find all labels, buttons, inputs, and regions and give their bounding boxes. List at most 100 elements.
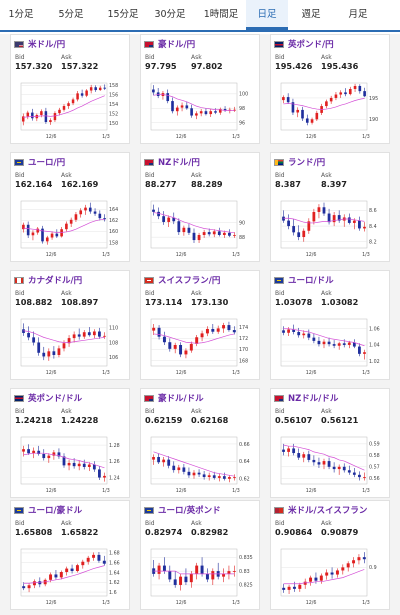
candle	[173, 344, 177, 349]
flag-nz-icon	[274, 394, 284, 402]
candlestick-chart[interactable]: 110 108 106 12/6 1/3	[17, 316, 125, 376]
candlestick-chart[interactable]: 158 156 154 152 150 12/6 1/3	[17, 80, 125, 140]
currency-pair-link[interactable]: 米ドル/円	[28, 40, 66, 50]
currency-pair-link[interactable]: NZドル/ドル	[288, 394, 339, 404]
x-tick-label: 12/6	[46, 252, 57, 258]
currency-pair-link[interactable]: 英ポンド/ドル	[28, 394, 83, 404]
candlestick-chart[interactable]: 0.59 0.58 0.57 0.56 12/6 1/3	[277, 434, 385, 494]
candle	[182, 227, 186, 233]
currency-card[interactable]: NZドル/ドル Bid Ask 0.56107 0.56121 0.59 0.58 0.57 0…	[270, 388, 390, 498]
currency-card[interactable]: ユーロ/ドル Bid Ask 1.03078 1.03082 1.06 1.04 1.02 12…	[270, 270, 390, 380]
currency-card[interactable]: 英ポンド/ドル Bid Ask 1.24218 1.24228 1.28 1.26 1.24 1…	[10, 388, 130, 498]
ask-label: Ask	[321, 172, 332, 179]
candlestick-chart[interactable]: 90 88 12/6 1/3	[147, 198, 255, 258]
candle	[312, 211, 316, 222]
tab-6[interactable]: 週足	[301, 9, 321, 20]
candlestick-chart[interactable]: 0.9 12/6 1/3	[277, 546, 385, 606]
currency-card[interactable]: 米ドル/円 Bid Ask 157.320 157.322 158 156 154 152 150…	[10, 34, 130, 144]
quote-values: 1.03078 1.03082	[275, 297, 367, 307]
candle	[192, 232, 196, 241]
currency-card[interactable]: ユーロ/豪ドル Bid Ask 1.65808 1.65822 1.68 1.66 1.64 1…	[10, 500, 130, 610]
y-tick-label: 88	[239, 235, 245, 241]
candlestick-chart[interactable]: 1.06 1.04 1.02 12/6 1/3	[277, 316, 385, 376]
currency-pair-link[interactable]: 米ドル/スイスフラン	[288, 506, 368, 516]
currency-pair-link[interactable]: 豪ドル/円	[158, 40, 196, 50]
candle	[22, 329, 25, 333]
currency-card[interactable]: ユーロ/円 Bid Ask 162.164 162.169 164 162 160 158 12/…	[10, 152, 130, 262]
candle	[92, 554, 96, 558]
tab-4[interactable]: 1時間足	[203, 9, 239, 20]
currency-pair-link[interactable]: ユーロ/ドル	[288, 276, 334, 286]
bid-value: 162.164	[15, 179, 53, 189]
candle	[82, 463, 86, 467]
currency-card[interactable]: 豪ドル/ドル Bid Ask 0.62159 0.62168 0.66 0.64 0.62 12…	[140, 388, 260, 498]
candle	[344, 92, 347, 95]
candle	[32, 581, 36, 586]
moving-average-line	[153, 333, 235, 344]
currency-pair-link[interactable]: NZドル/円	[158, 158, 200, 168]
currency-card[interactable]: 英ポンド/円 Bid Ask 195.426 195.436 195 190 12/6 1/3	[270, 34, 390, 144]
candlestick-chart[interactable]: 174 172 170 168 12/6 1/3	[147, 316, 255, 376]
candle	[27, 332, 30, 338]
candle	[59, 572, 63, 578]
tab-3[interactable]: 30分足	[154, 9, 186, 20]
tab-0[interactable]: 1分足	[8, 9, 34, 20]
y-tick-label: 160	[109, 229, 118, 235]
candle	[357, 557, 361, 561]
candlestick-chart[interactable]: 8.6 8.4 8.2 12/6 1/3	[277, 198, 385, 258]
candle	[358, 220, 361, 229]
candle	[185, 105, 189, 109]
moving-average-line	[153, 212, 235, 234]
candle	[337, 215, 341, 221]
currency-pair-link[interactable]: ランド/円	[288, 158, 326, 168]
candle	[168, 571, 172, 580]
currency-pair-link[interactable]: 豪ドル/ドル	[158, 394, 204, 404]
candle	[54, 574, 58, 578]
y-tick-label: 1.62	[109, 580, 120, 586]
currency-pair-link[interactable]: ユーロ/豪ドル	[28, 506, 83, 516]
currency-pair-link[interactable]: スイスフラン/円	[158, 276, 221, 286]
candlestick-chart[interactable]: 195 190 12/6 1/3	[277, 80, 385, 140]
candlestick-chart[interactable]: 1.68 1.66 1.64 1.62 1.6 12/6 1/3	[17, 546, 125, 606]
candlestick-chart[interactable]: 164 162 160 158 12/6 1/3	[17, 198, 125, 258]
candlestick-chart[interactable]: 0.835 0.83 0.825 12/6 1/3	[147, 546, 255, 606]
candle	[325, 101, 328, 107]
candlestick-chart[interactable]: 0.66 0.64 0.62 12/6 1/3	[147, 434, 255, 494]
candle	[287, 586, 291, 590]
currency-card[interactable]: カナダドル/円 Bid Ask 108.882 108.897 110 108 106 12/6…	[10, 270, 130, 380]
currency-card[interactable]: ランド/円 Bid Ask 8.387 8.397 8.6 8.4 8.2 12/6 1/3	[270, 152, 390, 262]
candle	[347, 217, 351, 223]
currency-pair-link[interactable]: カナダドル/円	[28, 276, 83, 286]
currency-card[interactable]: スイスフラン/円 Bid Ask 173.114 173.130 174 172 170 168…	[140, 270, 260, 380]
bid-value: 173.114	[145, 297, 183, 307]
tab-7[interactable]: 月足	[348, 9, 368, 20]
currency-card[interactable]: 米ドル/スイスフラン Bid Ask 0.90864 0.90879 0.9 12/6 1/3	[270, 500, 390, 610]
currency-pair-link[interactable]: ユーロ/英ポンド	[158, 506, 221, 516]
currency-pair-link[interactable]: 英ポンド/円	[288, 40, 334, 50]
bid-label: Bid	[275, 54, 285, 61]
x-tick-label: 12/6	[306, 600, 317, 606]
candlestick-chart[interactable]: 100 98 96 12/6 1/3	[147, 80, 255, 140]
x-tick-label: 1/3	[232, 134, 240, 140]
x-tick-label: 12/6	[46, 600, 57, 606]
ask-label: Ask	[61, 408, 72, 415]
candle	[49, 120, 52, 123]
candle	[89, 87, 93, 91]
currency-card[interactable]: NZドル/円 Bid Ask 88.277 88.289 90 88 12/6 1/3	[140, 152, 260, 262]
currency-card[interactable]: ユーロ/英ポンド Bid Ask 0.82974 0.82982 0.835 0.83 0.8…	[140, 500, 260, 610]
tab-2[interactable]: 15分足	[107, 9, 139, 20]
tab-5[interactable]: 日足	[246, 0, 288, 30]
y-tick-label: 8.6	[369, 208, 377, 214]
plot-area	[280, 548, 368, 597]
tab-1[interactable]: 5分足	[58, 9, 84, 20]
candle	[52, 452, 56, 456]
card-header: ユーロ/豪ドル	[14, 504, 82, 516]
candle	[298, 584, 302, 589]
y-tick-label: 1.68	[109, 551, 120, 557]
candlestick-chart[interactable]: 1.28 1.26 1.24 12/6 1/3	[17, 434, 125, 494]
currency-card[interactable]: 豪ドル/円 Bid Ask 97.795 97.802 100 98 96 12/6 1/3	[140, 34, 260, 144]
currency-pair-link[interactable]: ユーロ/円	[28, 158, 66, 168]
candle	[62, 456, 66, 466]
quote-values: 1.65808 1.65822	[15, 527, 107, 537]
candle	[32, 337, 36, 343]
